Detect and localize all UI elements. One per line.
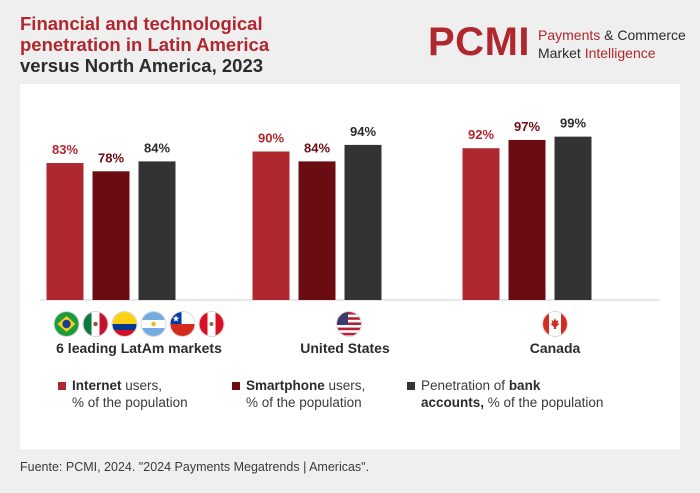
bar-smartphone-latam <box>92 171 130 300</box>
data-label-smartphone-us: 84% <box>304 140 330 155</box>
legend-bank-line2-bold: accounts, <box>421 395 485 410</box>
category-label-canada: Canada <box>529 340 581 356</box>
legend-internet: Internet users, % of the population <box>58 377 188 411</box>
title-line-2: penetration in Latin America <box>20 34 270 55</box>
logo-text: Payments & Commerce Market Intelligence <box>538 26 686 62</box>
legend-internet-rest: users, <box>121 378 163 393</box>
source-note: Fuente: PCMI, 2024. "2024 Payments Megat… <box>20 460 370 474</box>
latam-flags <box>54 312 224 336</box>
bar-internet-canada <box>462 148 500 300</box>
bar-chart: 83% 78% 84% 90% 84% 94% 92% 97% 99% <box>40 116 660 301</box>
usa-flag-icon <box>337 312 361 336</box>
chile-flag-icon <box>170 312 195 336</box>
legend-bank-pre: Penetration of <box>421 378 509 393</box>
legend-bank: Penetration of bank accounts, % of the p… <box>407 377 603 411</box>
logo-word-payments: Payments <box>538 27 601 43</box>
bar-internet-latam <box>46 163 84 300</box>
data-label-bank-us: 94% <box>350 124 376 139</box>
legend-swatch-internet <box>58 382 66 390</box>
data-label-bank-canada: 99% <box>560 116 586 131</box>
data-label-internet-us: 90% <box>258 131 284 146</box>
chart-title: Financial and technological penetration … <box>20 13 269 76</box>
data-label-smartphone-latam: 78% <box>98 150 124 165</box>
logo-mark: PCMI <box>428 20 530 64</box>
bar-internet-us <box>252 151 290 300</box>
us-flags <box>337 312 361 336</box>
bar-bank-canada <box>554 136 592 300</box>
category-label-latam: 6 leading LatAm markets <box>56 340 222 356</box>
canada-flag-icon <box>543 312 567 336</box>
category-label-us: United States <box>300 340 390 356</box>
legend-internet-bold: Internet <box>72 378 122 393</box>
logo-word-commerce: & Commerce <box>604 27 686 43</box>
bar-bank-us <box>344 144 382 300</box>
legend-internet-line2: % of the population <box>72 395 188 410</box>
legend-smartphone: Smartphone users, % of the population <box>232 377 365 411</box>
title-line-3: versus North America, 2023 <box>20 55 264 76</box>
peru-flag-icon <box>199 312 224 336</box>
chart-panel: 83% 78% 84% 90% 84% 94% 92% 97% 99% <box>20 84 680 449</box>
legend-smartphone-line2: % of the population <box>246 395 362 410</box>
data-label-internet-canada: 92% <box>468 127 494 142</box>
bar-smartphone-canada <box>508 139 546 300</box>
bar-bank-latam <box>138 161 176 300</box>
legend-bank-bold: bank <box>508 378 541 393</box>
data-label-internet-latam: 83% <box>52 142 78 157</box>
bar-smartphone-us <box>298 161 336 300</box>
legend-smartphone-rest: users, <box>324 378 366 393</box>
legend-swatch-smartphone <box>232 382 240 390</box>
canada-flags <box>543 312 567 336</box>
brazil-flag-icon <box>54 312 79 336</box>
legend-bank-line2: % of the population <box>484 395 604 410</box>
colombia-flag-icon <box>112 312 137 336</box>
logo-word-intelligence: Intelligence <box>584 45 656 61</box>
mexico-flag-icon <box>83 312 108 336</box>
legend-swatch-bank <box>407 382 415 390</box>
title-line-1: Financial and technological <box>20 13 263 34</box>
logo-word-market: Market <box>538 45 581 61</box>
data-label-smartphone-canada: 97% <box>514 119 540 134</box>
legend-smartphone-bold: Smartphone <box>246 378 325 393</box>
data-label-bank-latam: 84% <box>144 140 170 155</box>
argentina-flag-icon <box>141 312 166 336</box>
